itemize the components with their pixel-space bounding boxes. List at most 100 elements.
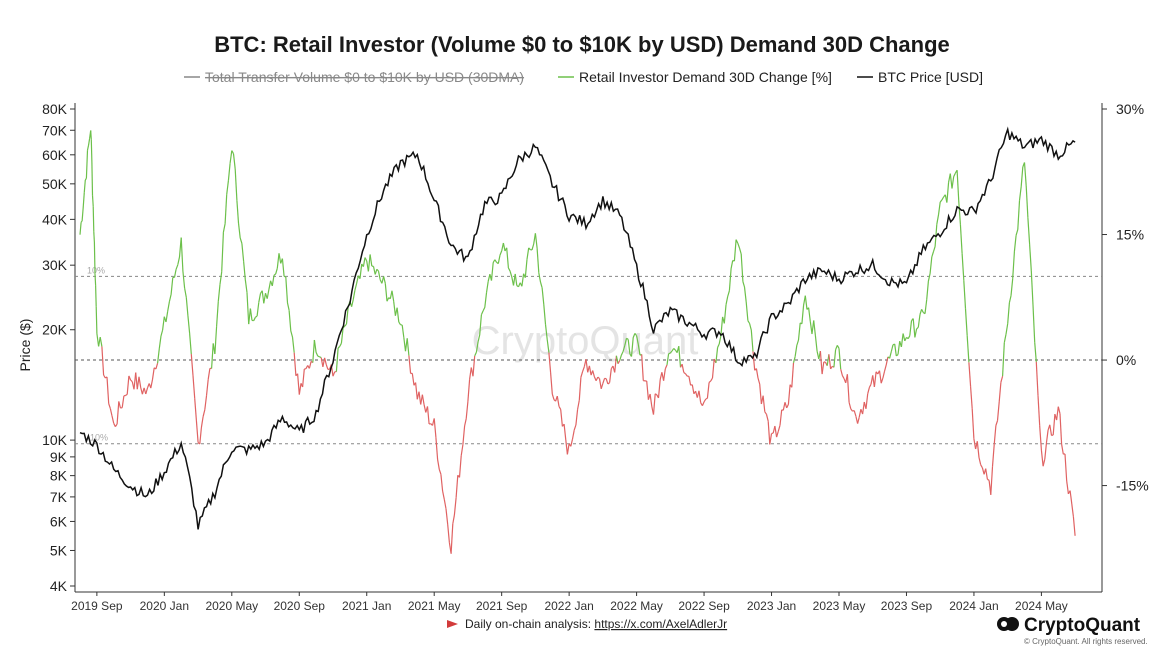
demand-segment <box>634 333 638 337</box>
demand-segment <box>600 383 604 389</box>
demand-segment <box>248 308 251 325</box>
demand-segment <box>335 347 339 372</box>
demand-segment <box>779 409 783 426</box>
footer-prefix: Daily on-chain analysis: <box>465 617 594 631</box>
demand-segment <box>150 379 154 389</box>
x-tick-label: 2022 Sep <box>678 599 730 613</box>
demand-segment <box>460 444 464 456</box>
demand-segment <box>421 394 425 405</box>
footer-link[interactable]: https://x.com/AxelAdlerJr <box>594 617 727 631</box>
demand-segment <box>426 406 430 425</box>
demand-segment <box>324 357 327 365</box>
demand-segment <box>738 247 742 255</box>
demand-segment <box>685 373 688 377</box>
demand-segment <box>774 425 778 438</box>
demand-segment <box>710 377 714 382</box>
demand-segment <box>808 307 811 322</box>
demand-segment <box>231 150 235 154</box>
demand-segment <box>1032 304 1036 343</box>
demand-segment <box>87 138 91 146</box>
demand-segment <box>276 253 280 269</box>
demand-segment <box>93 242 96 274</box>
demand-segment <box>95 306 98 334</box>
demand-segment <box>145 387 149 395</box>
x-tick-label: 2023 May <box>813 599 866 613</box>
demand-segment <box>273 273 277 276</box>
demand-segment <box>890 344 894 352</box>
demand-segment <box>497 254 501 264</box>
demand-segment <box>835 345 838 350</box>
demand-segment <box>814 335 818 352</box>
watermark: CryptoQuant <box>472 319 699 363</box>
demand-segment <box>108 403 111 409</box>
demand-segment <box>706 382 710 399</box>
demand-segment <box>932 246 936 252</box>
demand-segment <box>916 326 919 330</box>
demand-segment <box>216 301 219 327</box>
demand-segment <box>521 273 525 287</box>
demand-segment <box>939 199 943 203</box>
demand-segment <box>106 376 110 404</box>
demand-segment <box>718 335 722 345</box>
demand-segment <box>538 272 542 283</box>
demand-segment <box>701 401 705 406</box>
x-tick-label: 2024 May <box>1015 599 1068 613</box>
demand-segment <box>499 250 503 256</box>
demand-segment <box>313 339 317 353</box>
demand-segment <box>278 253 282 264</box>
demand-segment <box>184 287 187 298</box>
demand-segment <box>475 341 479 353</box>
demand-segment <box>263 293 267 304</box>
demand-segment <box>833 349 837 368</box>
demand-segment <box>283 275 287 278</box>
demand-segment <box>1005 323 1009 335</box>
demand-segment <box>592 370 595 377</box>
cryptoquant-logo-icon <box>997 617 1019 631</box>
demand-segment <box>828 354 832 369</box>
demand-segment <box>551 393 555 400</box>
demand-segment <box>575 409 579 426</box>
demand-segment <box>494 259 498 263</box>
demand-segment <box>288 310 292 331</box>
demand-segment <box>1008 295 1012 303</box>
demand-segment <box>1061 444 1064 455</box>
demand-segment <box>995 420 999 426</box>
demand-segment <box>1007 302 1010 324</box>
demand-segment <box>128 375 132 381</box>
demand-segment <box>998 382 1002 402</box>
demand-segment <box>253 317 256 321</box>
demand-segment <box>1020 166 1024 187</box>
demand-segment <box>787 384 791 405</box>
demand-segment <box>319 356 322 359</box>
demand-segment <box>566 443 570 455</box>
demand-segment <box>607 382 610 385</box>
demand-segment <box>1057 406 1061 414</box>
demand-segment <box>990 466 994 495</box>
legend-item-volume[interactable]: Total Transfer Volume $0 to $10K by USD … <box>184 69 524 85</box>
demand-segment <box>959 224 963 254</box>
left-tick-label: 80K <box>42 101 68 117</box>
legend-label-demand: Retail Investor Demand 30D Change [%] <box>579 69 832 85</box>
demand-segment <box>970 386 973 409</box>
demand-segment <box>317 355 320 358</box>
demand-segment <box>740 253 744 282</box>
demand-segment <box>548 352 552 373</box>
demand-segment <box>614 355 617 373</box>
legend-item-demand[interactable]: Retail Investor Demand 30D Change [%] <box>558 69 832 85</box>
demand-segment <box>792 356 796 363</box>
demand-segment <box>192 375 196 399</box>
demand-segment <box>167 301 170 312</box>
legend-item-price[interactable]: BTC Price [USD] <box>857 69 983 85</box>
demand-segment <box>484 292 488 308</box>
demand-segment <box>727 290 730 297</box>
demand-segment <box>711 358 715 379</box>
demand-segment <box>211 343 214 369</box>
demand-segment <box>1056 406 1059 421</box>
demand-segment <box>956 170 960 203</box>
price-line <box>79 126 1076 530</box>
demand-segment <box>1064 453 1068 482</box>
demand-segment <box>627 339 631 354</box>
demand-segment <box>236 200 240 224</box>
demand-segment <box>111 415 115 424</box>
demand-segment <box>764 411 767 415</box>
